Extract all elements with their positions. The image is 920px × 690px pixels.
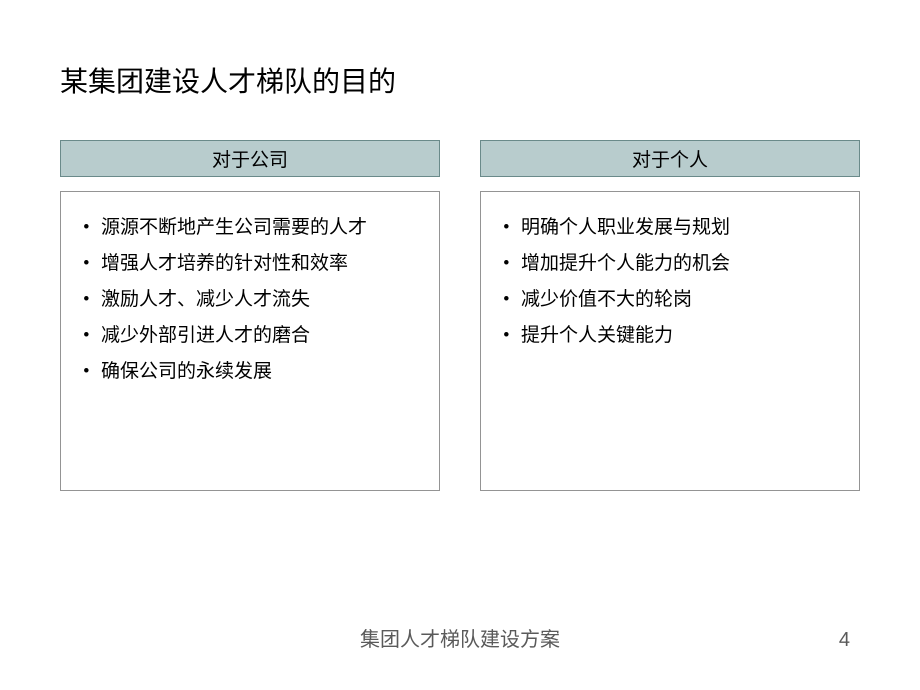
column-individual: 对于个人 明确个人职业发展与规划 增加提升个人能力的机会 减少价值不大的轮岗 提… <box>480 140 860 491</box>
slide-title: 某集团建设人才梯队的目的 <box>60 60 860 100</box>
column-body-individual: 明确个人职业发展与规划 增加提升个人能力的机会 减少价值不大的轮岗 提升个人关键… <box>480 191 860 491</box>
list-item: 确保公司的永续发展 <box>83 354 417 390</box>
page-number: 4 <box>839 629 850 652</box>
list-item: 减少外部引进人才的磨合 <box>83 318 417 354</box>
list-item: 源源不断地产生公司需要的人才 <box>83 210 417 246</box>
list-item: 增强人才培养的针对性和效率 <box>83 246 417 282</box>
column-header-company: 对于公司 <box>60 140 440 177</box>
footer-title: 集团人才梯队建设方案 <box>0 623 920 652</box>
list-item: 激励人才、减少人才流失 <box>83 282 417 318</box>
column-body-company: 源源不断地产生公司需要的人才 增强人才培养的针对性和效率 激励人才、减少人才流失… <box>60 191 440 491</box>
list-item: 提升个人关键能力 <box>503 318 837 354</box>
list-item: 减少价值不大的轮岗 <box>503 282 837 318</box>
company-list: 源源不断地产生公司需要的人才 增强人才培养的针对性和效率 激励人才、减少人才流失… <box>83 210 417 390</box>
columns-container: 对于公司 源源不断地产生公司需要的人才 增强人才培养的针对性和效率 激励人才、减… <box>60 140 860 491</box>
slide: 某集团建设人才梯队的目的 对于公司 源源不断地产生公司需要的人才 增强人才培养的… <box>0 0 920 690</box>
list-item: 明确个人职业发展与规划 <box>503 210 837 246</box>
individual-list: 明确个人职业发展与规划 增加提升个人能力的机会 减少价值不大的轮岗 提升个人关键… <box>503 210 837 354</box>
column-company: 对于公司 源源不断地产生公司需要的人才 增强人才培养的针对性和效率 激励人才、减… <box>60 140 440 491</box>
column-header-individual: 对于个人 <box>480 140 860 177</box>
list-item: 增加提升个人能力的机会 <box>503 246 837 282</box>
